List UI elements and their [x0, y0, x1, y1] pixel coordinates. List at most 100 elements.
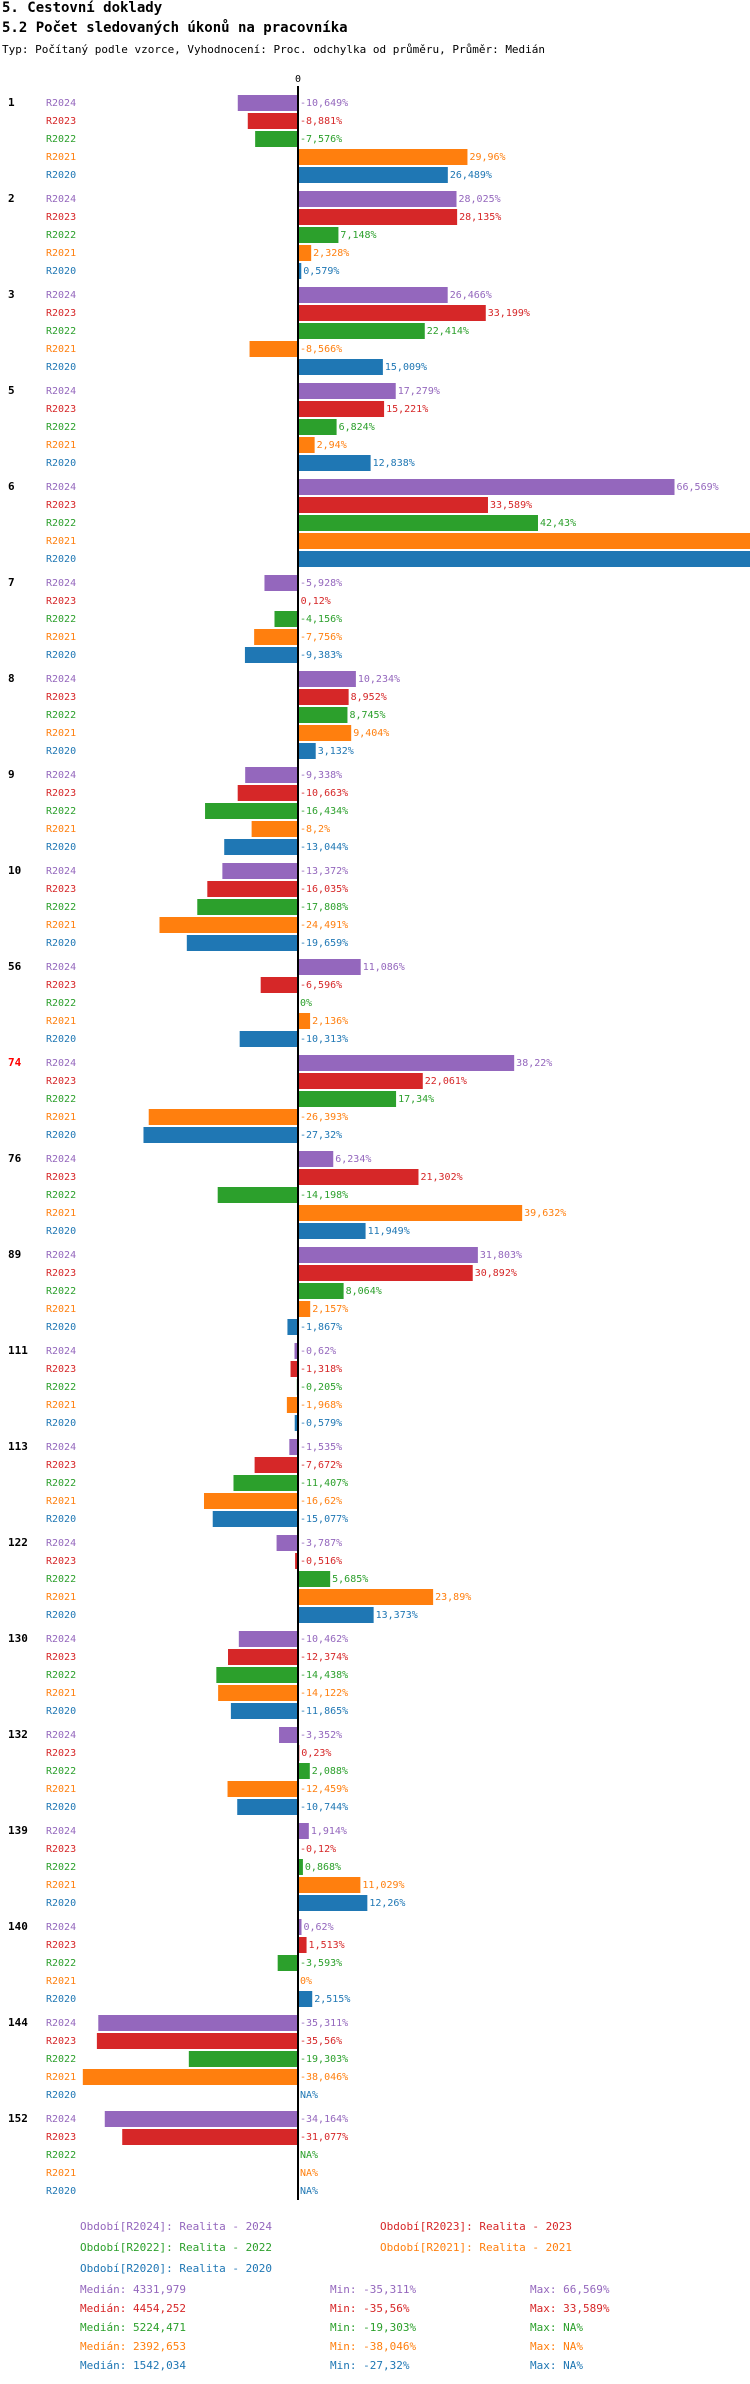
series-label-113-R2023: R2023: [46, 1460, 76, 1471]
value-label-9-R2024: -9,338%: [300, 770, 342, 781]
value-label-5-R2020: 12,838%: [373, 458, 415, 469]
bar-1-R2020: [298, 167, 448, 183]
value-label-2-R2022: 7,148%: [340, 230, 376, 241]
series-label-7-R2021: R2021: [46, 632, 76, 643]
series-label-130-R2024: R2024: [46, 1634, 76, 1645]
series-label-76-R2024: R2024: [46, 1154, 76, 1165]
value-label-10-R2021: -24,491%: [300, 920, 348, 931]
series-label-5-R2024: R2024: [46, 386, 76, 397]
value-label-113-R2022: -11,407%: [300, 1478, 348, 1489]
value-label-111-R2023: -1,318%: [300, 1364, 342, 1375]
bar-74-R2024: [298, 1055, 515, 1071]
value-label-10-R2024: -13,372%: [300, 866, 348, 877]
series-label-74-R2023: R2023: [46, 1076, 76, 1087]
value-label-8-R2022: 8,745%: [349, 710, 385, 721]
series-label-6-R2021: R2021: [46, 536, 76, 547]
category-label-10: 10: [8, 864, 21, 877]
series-label-2-R2022: R2022: [46, 230, 76, 241]
value-label-140-R2024: 0,62%: [304, 1922, 334, 1933]
series-label-130-R2023: R2023: [46, 1652, 76, 1663]
value-label-6-R2023: 33,589%: [490, 500, 532, 511]
series-label-5-R2023: R2023: [46, 404, 76, 415]
axis-zero-label: 0: [295, 74, 301, 85]
value-label-9-R2023: -10,663%: [300, 788, 348, 799]
series-label-111-R2021: R2021: [46, 1400, 76, 1411]
bar-130-R2020: [230, 1703, 298, 1719]
series-label-2-R2023: R2023: [46, 212, 76, 223]
bar-89-R2020: [287, 1319, 298, 1335]
bar-111-R2021: [286, 1397, 298, 1413]
bar-89-R2022: [298, 1283, 344, 1299]
series-label-113-R2021: R2021: [46, 1496, 76, 1507]
bar-6-R2024: [298, 479, 675, 495]
bar-130-R2024: [238, 1631, 298, 1647]
legend-entry-R2024: Období[R2024]: Realita - 2024: [80, 2220, 273, 2233]
series-label-122-R2021: R2021: [46, 1592, 76, 1603]
series-label-3-R2020: R2020: [46, 362, 76, 373]
bar-3-R2023: [298, 305, 486, 321]
bar-6-R2022: [298, 515, 538, 531]
value-label-7-R2023: 0,12%: [301, 596, 331, 607]
series-label-140-R2021: R2021: [46, 1976, 76, 1987]
series-label-113-R2020: R2020: [46, 1514, 76, 1525]
series-label-130-R2022: R2022: [46, 1670, 76, 1681]
value-label-152-R2020: NA%: [300, 2186, 318, 2197]
value-label-5-R2022: 6,824%: [339, 422, 375, 433]
bar-144-R2024: [98, 2015, 299, 2031]
value-label-132-R2021: -12,459%: [300, 1784, 348, 1795]
category-label-1: 1: [8, 96, 15, 109]
value-label-5-R2024: 17,279%: [398, 386, 440, 397]
value-label-10-R2023: -16,035%: [300, 884, 348, 895]
value-label-139-R2022: 0,868%: [305, 1862, 341, 1873]
value-label-122-R2024: -3,787%: [300, 1538, 342, 1549]
series-label-144-R2021: R2021: [46, 2072, 76, 2083]
series-label-76-R2021: R2021: [46, 1208, 76, 1219]
stat-max-R2021: Max: NA%: [530, 2340, 583, 2353]
value-label-10-R2020: -19,659%: [300, 938, 348, 949]
bar-144-R2021: [82, 2069, 298, 2085]
value-label-74-R2023: 22,061%: [425, 1076, 467, 1087]
series-label-9-R2020: R2020: [46, 842, 76, 853]
bar-132-R2024: [279, 1727, 298, 1743]
value-label-1-R2022: -7,576%: [300, 134, 342, 145]
stat-max-R2023: Max: 33,589%: [530, 2302, 610, 2315]
bar-130-R2022: [216, 1667, 298, 1683]
value-label-111-R2022: -0,205%: [300, 1382, 342, 1393]
bar-74-R2020: [143, 1127, 298, 1143]
series-label-3-R2021: R2021: [46, 344, 76, 355]
bar-132-R2021: [227, 1781, 298, 1797]
stat-median-R2020: Medián: 1542,034: [80, 2359, 186, 2372]
series-label-8-R2023: R2023: [46, 692, 76, 703]
value-label-113-R2021: -16,62%: [300, 1496, 342, 1507]
stat-max-R2022: Max: NA%: [530, 2321, 583, 2334]
series-label-56-R2023: R2023: [46, 980, 76, 991]
bar-2-R2021: [298, 245, 312, 261]
bar-140-R2023: [298, 1937, 307, 1953]
bar-74-R2021: [148, 1109, 298, 1125]
bar-89-R2021: [298, 1301, 311, 1317]
value-label-130-R2024: -10,462%: [300, 1634, 348, 1645]
bar-6-R2020: [298, 551, 750, 567]
bar-5-R2023: [298, 401, 385, 417]
bar-152-R2024: [104, 2111, 298, 2127]
series-label-139-R2024: R2024: [46, 1826, 76, 1837]
series-label-3-R2023: R2023: [46, 308, 76, 319]
series-label-122-R2024: R2024: [46, 1538, 76, 1549]
bar-10-R2020: [186, 935, 298, 951]
value-label-76-R2020: 11,949%: [368, 1226, 410, 1237]
value-label-144-R2022: -19,303%: [300, 2054, 348, 2065]
stat-min-R2020: Min: -27,32%: [330, 2359, 410, 2372]
value-label-74-R2024: 38,22%: [516, 1058, 552, 1069]
value-label-122-R2022: 5,685%: [332, 1574, 368, 1585]
bar-7-R2020: [244, 647, 298, 663]
series-label-130-R2020: R2020: [46, 1706, 76, 1717]
bar-144-R2023: [96, 2033, 298, 2049]
series-label-1-R2020: R2020: [46, 170, 76, 181]
value-label-140-R2021: 0%: [300, 1976, 312, 1987]
value-label-74-R2021: -26,393%: [300, 1112, 348, 1123]
bar-74-R2023: [298, 1073, 423, 1089]
series-label-10-R2022: R2022: [46, 902, 76, 913]
series-label-74-R2020: R2020: [46, 1130, 76, 1141]
series-label-9-R2023: R2023: [46, 788, 76, 799]
value-label-89-R2021: 2,157%: [312, 1304, 348, 1315]
